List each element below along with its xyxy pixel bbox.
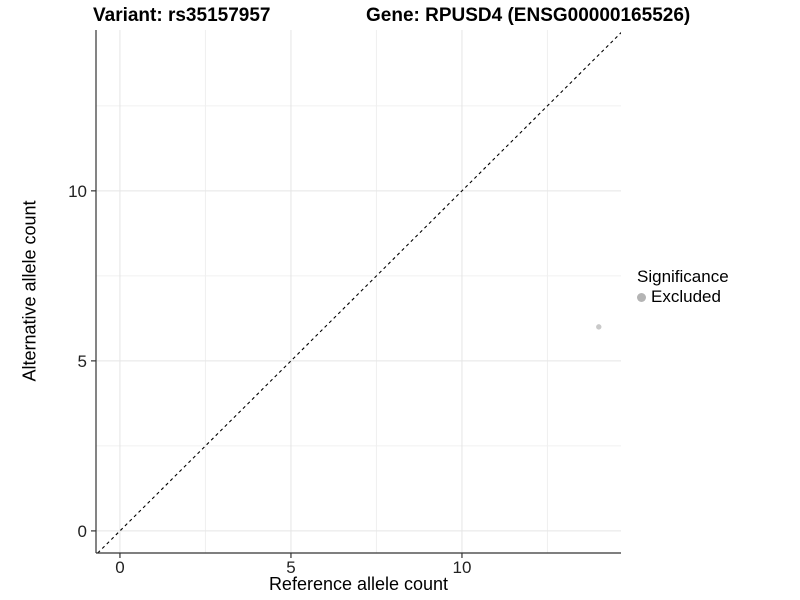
x-axis-title: Reference allele count — [268, 574, 449, 594]
data-point — [596, 324, 602, 330]
legend: Significance Excluded — [637, 268, 729, 306]
y-tick-label: 0 — [78, 522, 87, 541]
y-axis-title: Alternative allele count — [19, 200, 40, 382]
y-tick-label: 5 — [78, 352, 87, 371]
identity-line — [97, 31, 621, 553]
x-tick-label: 0 — [115, 558, 124, 577]
plot-title-gene: Gene: RPUSD4 (ENSG00000165526) — [366, 5, 691, 26]
x-tick-label: 10 — [452, 558, 471, 577]
legend-item-label: Excluded — [651, 287, 721, 306]
plot-title-variant: Variant: rs35157957 — [93, 5, 271, 26]
legend-item-excluded: Excluded — [637, 288, 729, 306]
legend-title: Significance — [637, 267, 729, 286]
excluded-point-icon — [637, 292, 646, 302]
y-tick-label: 10 — [68, 182, 87, 201]
x-tick-label: 5 — [286, 558, 295, 577]
